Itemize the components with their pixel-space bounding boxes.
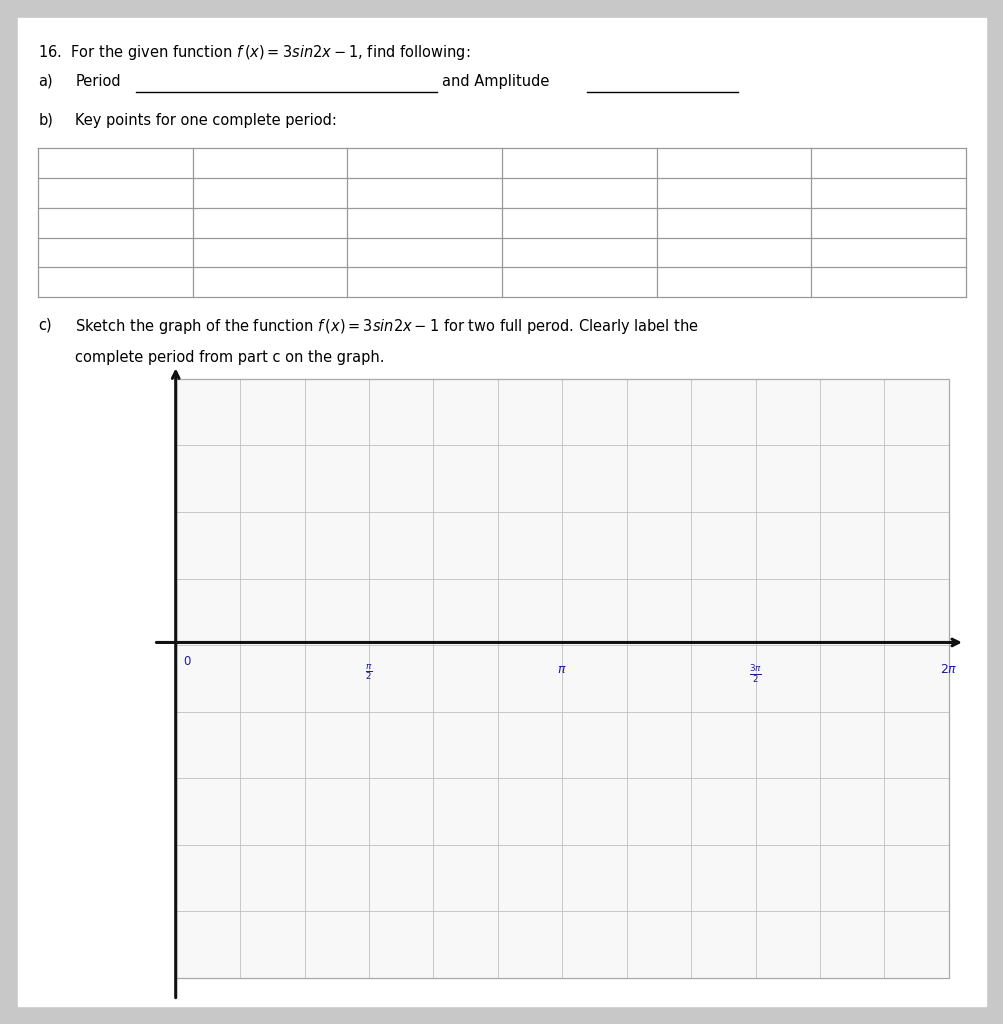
Text: a): a) bbox=[38, 74, 53, 89]
Text: Key points for one complete period:: Key points for one complete period: bbox=[75, 113, 337, 128]
Text: b): b) bbox=[38, 113, 53, 128]
Bar bbox=[176, 379, 948, 978]
Text: c): c) bbox=[38, 317, 52, 333]
Text: $\pi$: $\pi$ bbox=[557, 663, 567, 676]
Text: Sketch the graph of the function $f\/(x) = 3sin2x - 1$ for two full perod. Clear: Sketch the graph of the function $f\/(x)… bbox=[75, 317, 698, 337]
Text: $\frac{3\pi}{2}$: $\frac{3\pi}{2}$ bbox=[748, 663, 761, 685]
Text: $\frac{\pi}{2}$: $\frac{\pi}{2}$ bbox=[365, 663, 372, 682]
Text: $2\pi$: $2\pi$ bbox=[939, 663, 957, 676]
Text: 16.  For the given function $f\/(x) = 3sin2x - 1$, find following:: 16. For the given function $f\/(x) = 3si… bbox=[38, 43, 470, 62]
Text: complete period from part c on the graph.: complete period from part c on the graph… bbox=[75, 350, 384, 366]
Text: Period: Period bbox=[75, 74, 120, 89]
Text: and Amplitude: and Amplitude bbox=[441, 74, 549, 89]
Text: $0$: $0$ bbox=[183, 654, 192, 668]
Bar bbox=[176, 379, 948, 978]
